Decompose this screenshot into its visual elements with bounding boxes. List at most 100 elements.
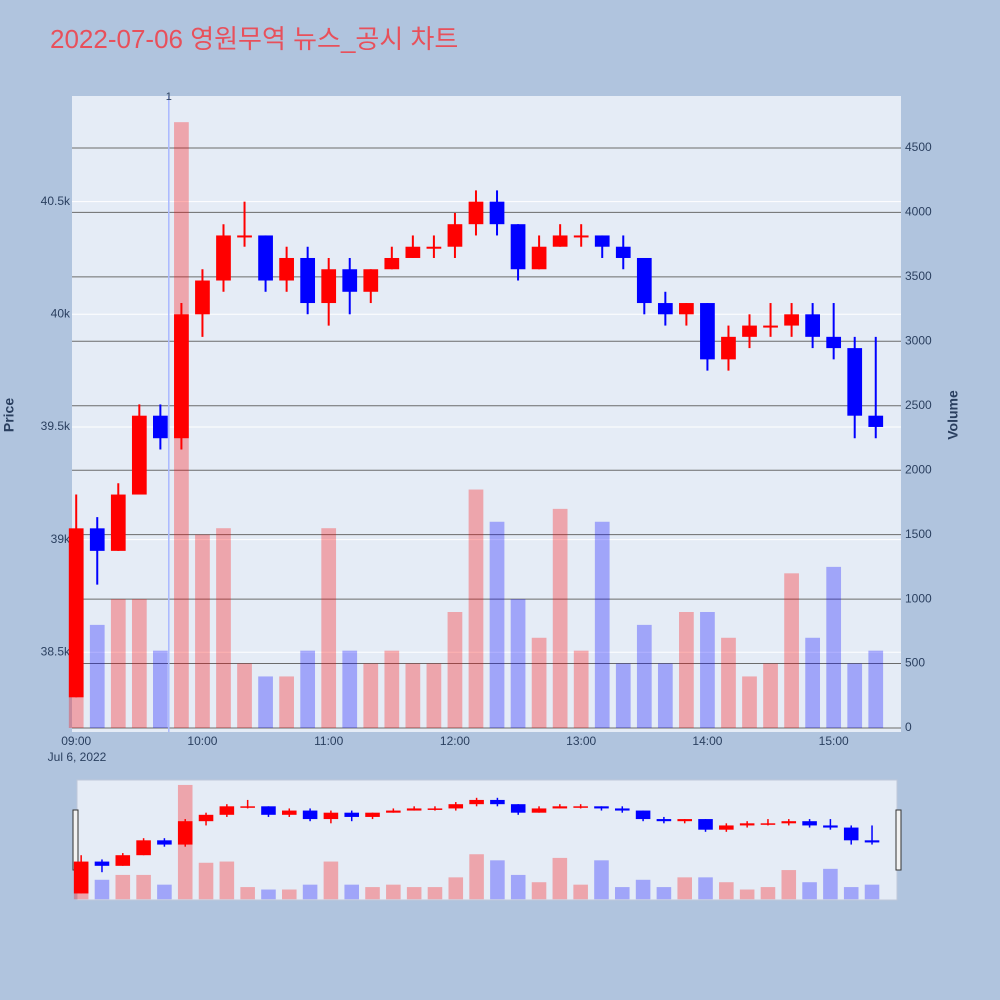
- slider-volume-bar: [448, 877, 464, 900]
- volume-bar: [742, 676, 757, 729]
- slider-candle-body: [677, 819, 692, 822]
- slider-candle-body: [864, 840, 880, 843]
- slider-volume-bar: [344, 884, 360, 900]
- slider-volume-bar: [698, 877, 713, 900]
- volume-bar: [131, 599, 147, 729]
- volume-bar: [510, 599, 526, 729]
- slider-volume-bar: [302, 884, 318, 900]
- slider-candle-body: [698, 819, 713, 830]
- candle-body: [153, 415, 168, 439]
- volume-bar: [805, 637, 820, 729]
- y2-tick-label: 500: [905, 656, 925, 670]
- slider-candle-body: [490, 799, 505, 805]
- volume-bar: [110, 599, 126, 729]
- slider-volume-bar: [552, 857, 568, 900]
- range-slider[interactable]: [76, 779, 898, 901]
- slider-volume-bar: [198, 862, 214, 900]
- slider-volume-bar: [261, 889, 276, 900]
- slider-candle-body: [177, 821, 193, 845]
- x-tick-label: 12:00: [440, 734, 470, 748]
- slider-candle-body: [843, 827, 859, 841]
- volume-bar: [636, 624, 652, 729]
- candle-body: [805, 314, 820, 337]
- slider-candle-body: [552, 806, 568, 809]
- volume-bar: [384, 650, 400, 729]
- slider-candle-body: [656, 819, 672, 822]
- candle-body: [468, 201, 484, 225]
- candle-body: [763, 325, 778, 328]
- range-handle[interactable]: [72, 809, 79, 871]
- x-tick-label: 09:00: [61, 734, 91, 748]
- slider-volume-bar: [157, 884, 172, 900]
- slider-candle-body: [406, 808, 422, 811]
- volume-bar: [300, 650, 316, 729]
- slider-candle-body: [469, 799, 484, 805]
- slider-candle-body: [365, 812, 380, 817]
- volume-bar: [847, 663, 863, 729]
- candle-body: [868, 415, 884, 427]
- slider-volume-bar: [781, 870, 797, 900]
- slider-volume-bar: [864, 884, 880, 900]
- y2-tick-label: 2500: [905, 398, 932, 412]
- slider-candle-body: [136, 840, 151, 856]
- slider-candle-body: [198, 814, 214, 822]
- x-tick-label: 13:00: [566, 734, 596, 748]
- y-axis-title: Price: [1, 398, 17, 432]
- volume-bar: [237, 663, 252, 729]
- candle-body: [847, 348, 863, 416]
- candle-body: [363, 269, 379, 292]
- volume-bar: [531, 637, 547, 729]
- slider-candle-body: [386, 810, 401, 813]
- candle-body: [300, 257, 316, 304]
- candle-body: [216, 235, 231, 281]
- slider-volume-bar: [656, 887, 672, 900]
- slider-candle-body: [94, 861, 110, 866]
- slider-volume-bar: [386, 884, 401, 900]
- volume-bar: [447, 611, 463, 729]
- candle-body: [342, 269, 358, 292]
- x-tick-label: 14:00: [692, 734, 722, 748]
- slider-candle-body: [427, 808, 443, 810]
- slider-volume-bar: [219, 861, 235, 900]
- volume-bar: [258, 676, 273, 729]
- candle-body: [531, 246, 547, 270]
- volume-bar: [784, 573, 799, 729]
- candle-body: [510, 224, 526, 270]
- range-handle[interactable]: [895, 809, 902, 871]
- slider-candle-body: [531, 808, 547, 813]
- y2-tick-label: 2000: [905, 462, 932, 476]
- volume-bar: [363, 663, 379, 729]
- candle-body: [195, 280, 210, 315]
- slider-volume-bar: [614, 887, 630, 900]
- candle-body: [615, 246, 631, 258]
- volume-bar: [405, 663, 421, 729]
- slider-candle-body: [573, 806, 588, 808]
- slider-volume-bar: [760, 887, 776, 900]
- volume-bar: [721, 637, 736, 729]
- candle-body: [237, 235, 252, 238]
- volume-bar: [195, 534, 210, 729]
- slider-candle-body: [282, 810, 297, 815]
- slider-candle-body: [781, 821, 797, 824]
- candle-body: [721, 336, 736, 360]
- slider-volume-bar: [469, 854, 484, 900]
- slider-volume-bar: [677, 877, 692, 900]
- slider-volume-bar: [594, 860, 609, 900]
- y-tick-label: 40.5k: [41, 194, 71, 208]
- candle-body: [489, 201, 505, 225]
- slider-volume-bar: [531, 882, 547, 900]
- candle-body: [131, 415, 147, 495]
- candle-body: [174, 314, 189, 439]
- candle-body: [447, 224, 463, 247]
- slider-volume-bar: [240, 887, 255, 900]
- volume-bar: [279, 676, 294, 729]
- slider-candle-body: [302, 810, 318, 820]
- chart-title: 2022-07-06 영원무역 뉴스_공시 차트: [50, 24, 458, 54]
- slider-candle-body: [823, 825, 838, 828]
- volume-bar: [700, 611, 715, 729]
- candle-body: [742, 325, 757, 337]
- volume-bar: [321, 528, 337, 729]
- candle-body: [636, 257, 652, 304]
